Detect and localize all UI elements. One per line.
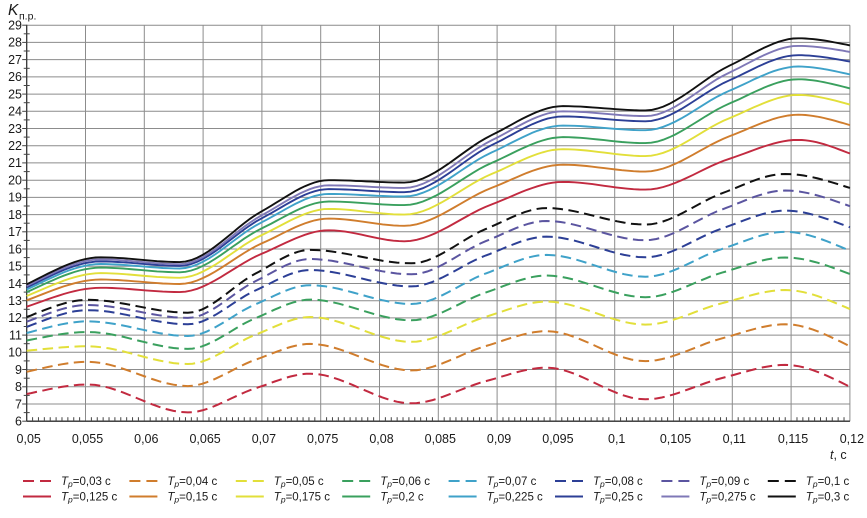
svg-text:24: 24 — [8, 105, 22, 119]
svg-text:6: 6 — [15, 415, 22, 429]
svg-text:п.р.: п.р. — [19, 11, 36, 23]
svg-text:0,07: 0,07 — [252, 432, 276, 446]
svg-text:Tp=0,08 с: Tp=0,08 с — [593, 476, 643, 489]
svg-text:15: 15 — [8, 260, 22, 274]
svg-text:0,075: 0,075 — [307, 432, 338, 446]
svg-text:18: 18 — [8, 208, 22, 222]
svg-text:29: 29 — [8, 19, 22, 33]
svg-text:K: K — [8, 2, 19, 19]
svg-text:Tp=0,25 с: Tp=0,25 с — [593, 492, 643, 505]
svg-text:Tp=0,15 с: Tp=0,15 с — [167, 492, 217, 505]
svg-text:19: 19 — [8, 191, 22, 205]
svg-text:23: 23 — [8, 122, 22, 136]
svg-text:16: 16 — [8, 242, 22, 256]
svg-text:0,065: 0,065 — [189, 432, 220, 446]
svg-text:0,115: 0,115 — [778, 432, 808, 446]
svg-text:Tp=0,06 с: Tp=0,06 с — [380, 476, 430, 489]
svg-text:Tp=0,04 с: Tp=0,04 с — [167, 476, 217, 489]
svg-text:Tp=0,3 с: Tp=0,3 с — [806, 492, 850, 505]
svg-text:Tp=0,1 с: Tp=0,1 с — [806, 476, 850, 489]
svg-text:Tp=0,175 с: Tp=0,175 с — [274, 492, 330, 505]
svg-text:0,105: 0,105 — [660, 432, 691, 446]
svg-text:0,055: 0,055 — [72, 432, 103, 446]
svg-text:Tp=0,125 с: Tp=0,125 с — [61, 492, 117, 505]
svg-text:27: 27 — [8, 53, 22, 67]
svg-text:22: 22 — [8, 139, 22, 153]
svg-text:Tp=0,225 с: Tp=0,225 с — [487, 492, 543, 505]
svg-text:20: 20 — [8, 174, 22, 188]
svg-text:28: 28 — [8, 36, 22, 50]
svg-text:10: 10 — [8, 346, 22, 360]
svg-text:0,085: 0,085 — [425, 432, 456, 446]
svg-text:Tp=0,09 с: Tp=0,09 с — [699, 476, 749, 489]
svg-text:t, с: t, с — [830, 448, 847, 462]
svg-text:0,12: 0,12 — [840, 432, 864, 446]
svg-text:0,08: 0,08 — [369, 432, 393, 446]
svg-text:11: 11 — [9, 328, 22, 342]
svg-text:0,09: 0,09 — [487, 432, 511, 446]
svg-text:9: 9 — [15, 363, 22, 377]
svg-text:26: 26 — [8, 70, 22, 84]
svg-text:0,1: 0,1 — [608, 432, 625, 446]
svg-text:Tp=0,05 с: Tp=0,05 с — [274, 476, 324, 489]
svg-text:17: 17 — [8, 225, 22, 239]
svg-text:21: 21 — [8, 156, 22, 170]
svg-text:0,05: 0,05 — [17, 432, 41, 446]
svg-text:25: 25 — [8, 87, 22, 101]
svg-text:0,06: 0,06 — [134, 432, 158, 446]
svg-text:8: 8 — [15, 380, 22, 394]
svg-text:Tp=0,2 с: Tp=0,2 с — [380, 492, 424, 505]
svg-text:13: 13 — [8, 294, 22, 308]
svg-text:Tp=0,03 с: Tp=0,03 с — [61, 476, 111, 489]
svg-text:Tp=0,07 с: Tp=0,07 с — [487, 476, 537, 489]
svg-text:12: 12 — [8, 311, 22, 325]
svg-text:Tp=0,275 с: Tp=0,275 с — [699, 492, 755, 505]
svg-text:0,095: 0,095 — [542, 432, 573, 446]
svg-text:7: 7 — [15, 397, 22, 411]
svg-text:14: 14 — [8, 277, 22, 291]
svg-text:0,11: 0,11 — [723, 432, 746, 446]
